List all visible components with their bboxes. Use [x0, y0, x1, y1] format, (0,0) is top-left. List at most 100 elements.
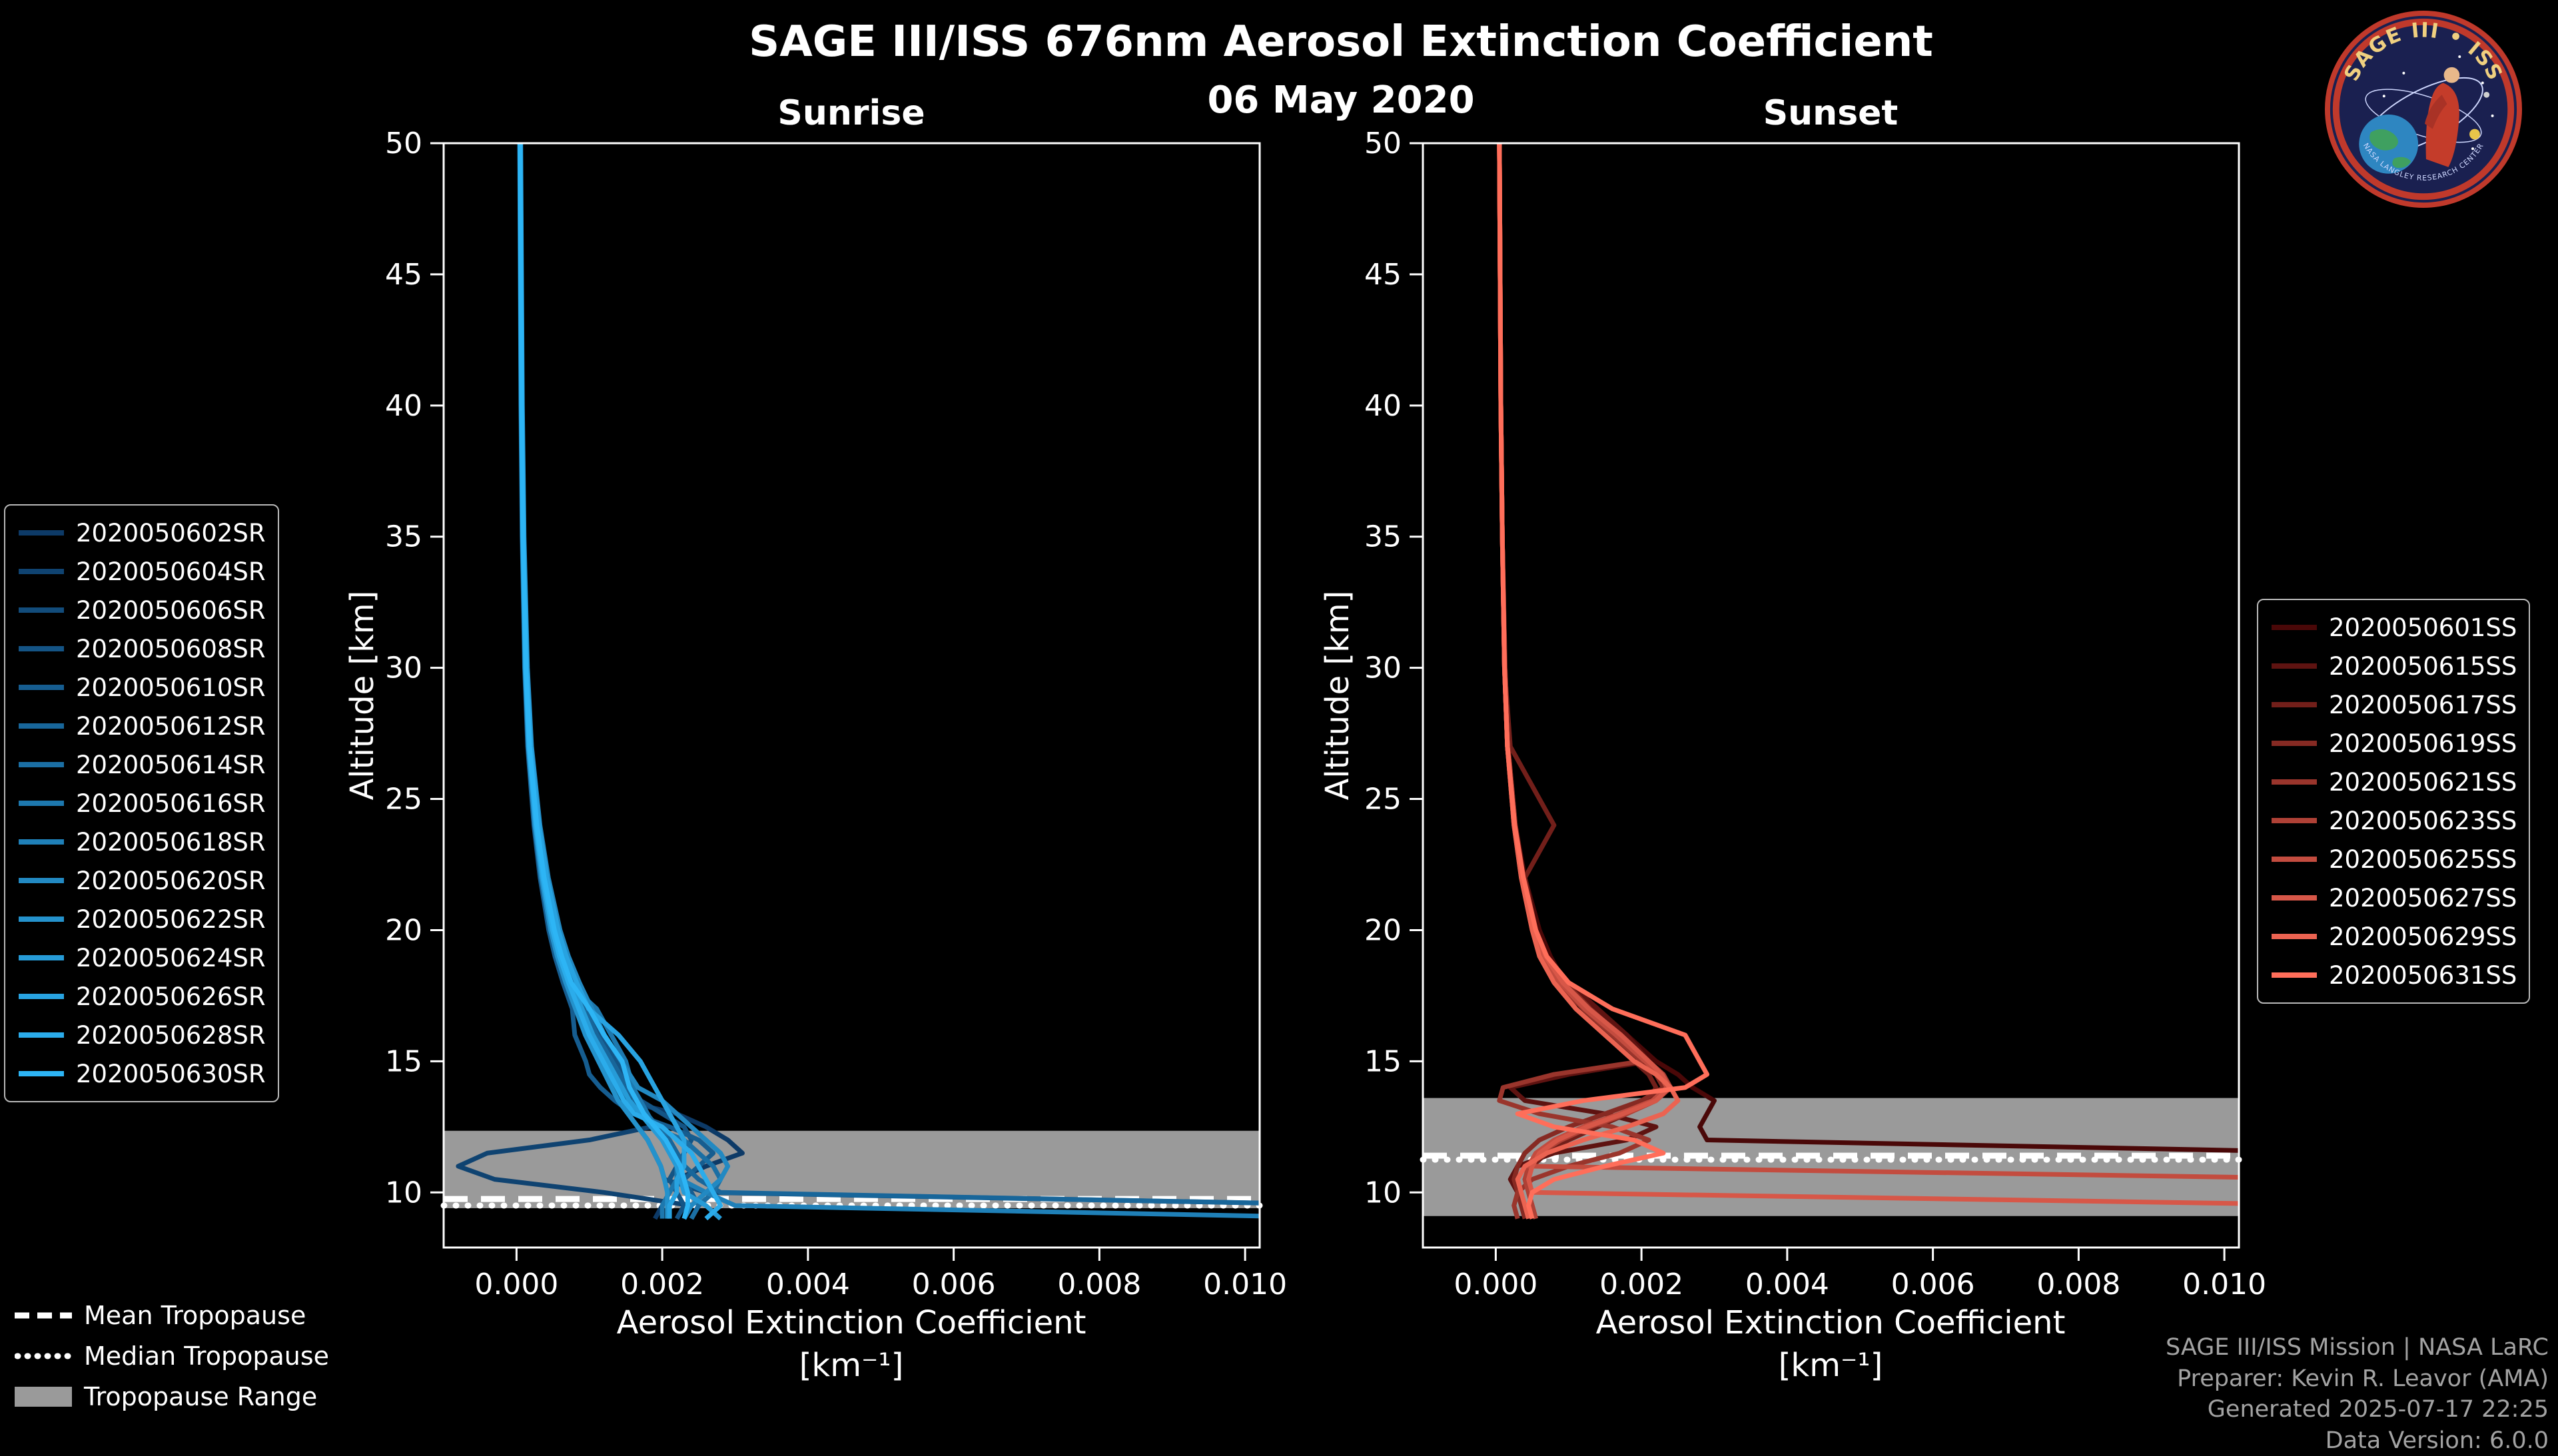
- profile-line: [1497, 143, 2239, 1206]
- y-tick-label: 30: [1364, 651, 1402, 685]
- credits: SAGE III/ISS Mission | NASA LaRC Prepare…: [2166, 1332, 2549, 1456]
- y-tick-label: 30: [385, 651, 422, 685]
- logo-planet: [2469, 129, 2480, 140]
- series-color-swatch: [19, 569, 64, 574]
- profile-lines: [1497, 143, 2239, 1220]
- tropopause-legend: Mean Tropopause Median Tropopause Tropop…: [15, 1295, 329, 1417]
- sage-iss-logo: SAGE III • ISS NASA LANGLEY RESEARCH CEN…: [2325, 11, 2522, 208]
- y-tick-label: 50: [385, 127, 422, 161]
- profile-line: [1497, 143, 2239, 1180]
- legend-item: 2020050604SR: [17, 552, 266, 591]
- x-tick-label: 0.004: [766, 1268, 850, 1301]
- figure-date: 06 May 2020: [1207, 79, 1475, 122]
- legend-item: 2020050608SR: [17, 629, 266, 668]
- y-tick-label: 50: [1364, 127, 1402, 161]
- series-color-swatch: [19, 994, 64, 999]
- legend-item-label: 2020050624SR: [76, 943, 266, 972]
- legend-item: 2020050615SS: [2270, 647, 2517, 685]
- legend-item: 2020050624SR: [17, 938, 266, 977]
- credit-line-generated: Generated 2025-07-17 22:25: [2207, 1396, 2549, 1423]
- legend-item-label: 2020050619SS: [2329, 729, 2517, 758]
- credit-line-preparer: Preparer: Kevin R. Leavor (AMA): [2177, 1365, 2549, 1392]
- legend-item: 2020050619SS: [2270, 724, 2517, 763]
- y-tick-label: 15: [1364, 1044, 1402, 1078]
- sunset-plot: 10 15 20 25 30 35 40 45 50 0.000 0.002 0.004 0.006 0.…: [1364, 127, 2266, 1301]
- series-color-swatch: [19, 646, 64, 651]
- y-tick-label: 15: [385, 1044, 422, 1078]
- legend-item: 2020050618SR: [17, 823, 266, 861]
- x-tick-label: 0.002: [1599, 1268, 1683, 1301]
- legend-item-label: 2020050608SR: [76, 634, 266, 663]
- logo-earth-land: [2369, 129, 2399, 151]
- legend-item-mean-tropopause: Mean Tropopause: [15, 1295, 329, 1335]
- y-tick-label: 25: [385, 783, 422, 817]
- axes-frame: [1422, 142, 2240, 1249]
- x-tick-label: 0.008: [2036, 1268, 2120, 1301]
- x-tick-label: 0.000: [1454, 1268, 1537, 1301]
- profile-line: [518, 143, 745, 1220]
- y-tick-label: 35: [385, 520, 422, 554]
- legend-item-label: 2020050629SS: [2329, 922, 2517, 951]
- x-tick-label: 0.006: [1891, 1268, 1975, 1301]
- y-tick-label: 10: [385, 1176, 422, 1210]
- series-color-swatch: [2272, 895, 2317, 901]
- x-axis-label-sunrise: Aerosol Extinction Coefficient: [616, 1304, 1086, 1341]
- legend-item: 2020050628SR: [17, 1016, 266, 1054]
- legend-item: 2020050631SS: [2270, 956, 2517, 994]
- legend-item: 2020050620SR: [17, 861, 266, 900]
- dashed-line-swatch: [15, 1305, 72, 1325]
- y-tick-label: 25: [1364, 783, 1402, 817]
- series-color-swatch: [2272, 972, 2317, 978]
- profile-line: [456, 143, 694, 1220]
- dotted-line-swatch: [15, 1346, 72, 1366]
- legend-item-label: 2020050626SR: [76, 982, 266, 1011]
- legend-item-label: 2020050616SR: [76, 789, 266, 818]
- series-color-swatch: [19, 723, 64, 729]
- series-color-swatch: [2272, 857, 2317, 862]
- panel-title-sunrise: Sunrise: [777, 93, 925, 133]
- series-color-swatch: [2272, 702, 2317, 707]
- logo-stars: [2382, 55, 2494, 151]
- legend-item: 2020050610SR: [17, 668, 266, 707]
- legend-item-label: 2020050630SR: [76, 1059, 266, 1088]
- profile-line: [1497, 143, 2239, 1153]
- series-color-swatch: [19, 762, 64, 767]
- x-tick-label: 0.008: [1057, 1268, 1141, 1301]
- legend-item-label: 2020050622SR: [76, 905, 266, 934]
- series-color-swatch: [19, 878, 64, 883]
- legend-item-label: Mean Tropopause: [84, 1300, 306, 1330]
- figure-title: SAGE III/ISS 676nm Aerosol Extinction Co…: [749, 17, 1933, 67]
- legend-item-label: 2020050623SS: [2329, 806, 2517, 835]
- legend-item: 2020050601SS: [2270, 608, 2517, 647]
- logo-sage-figure: [2424, 67, 2460, 167]
- series-color-swatch: [19, 801, 64, 806]
- legend-item: 2020050621SS: [2270, 763, 2517, 801]
- legend-item-label: 2020050602SR: [76, 518, 266, 547]
- series-color-swatch: [2272, 934, 2317, 939]
- series-color-swatch: [19, 685, 64, 690]
- legend-item: 2020050602SR: [17, 514, 266, 552]
- x-axis-units-sunset: [km⁻¹]: [1778, 1347, 1883, 1384]
- legend-item: 2020050616SR: [17, 784, 266, 823]
- y-tick-label: 35: [1364, 520, 1402, 554]
- x-tick-label: 0.006: [912, 1268, 996, 1301]
- x-tick-label: 0.010: [1203, 1268, 1287, 1301]
- legend-item: 2020050612SR: [17, 707, 266, 745]
- x-tick-label: 0.004: [1745, 1268, 1829, 1301]
- y-tick-label: 40: [1364, 389, 1402, 423]
- profile-line: [517, 143, 670, 1219]
- sunrise-legend: 2020050602SR 2020050604SR 2020050606SR 2020…: [4, 504, 279, 1102]
- series-color-swatch: [19, 1032, 64, 1038]
- series-color-swatch: [19, 839, 64, 845]
- logo-orbit: [2365, 89, 2482, 143]
- legend-item-label: 2020050604SR: [76, 557, 266, 586]
- legend-item-label: 2020050631SS: [2329, 960, 2517, 990]
- series-color-swatch: [2272, 741, 2317, 746]
- series-color-swatch: [2272, 779, 2317, 785]
- legend-item-label: 2020050617SS: [2329, 690, 2517, 719]
- sunset-legend: 2020050601SS 2020050615SS 2020050617SS 2020…: [2257, 599, 2531, 1004]
- series-color-swatch: [2272, 625, 2317, 630]
- legend-item: 2020050617SS: [2270, 685, 2517, 724]
- legend-item: 2020050614SR: [17, 745, 266, 784]
- legend-item-label: 2020050601SS: [2329, 613, 2517, 642]
